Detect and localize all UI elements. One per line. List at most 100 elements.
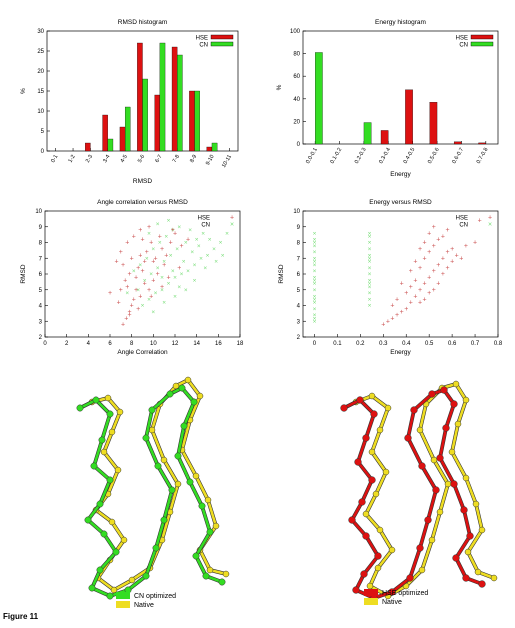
point-3-1-26: × (368, 265, 372, 272)
point-3-1-23: × (368, 284, 372, 291)
point-3-0-34: + (432, 287, 436, 294)
point-3-0-15: + (450, 246, 454, 253)
y-tick-label-1-2: 40 (293, 97, 300, 103)
cn-chain-atom-9 (112, 548, 120, 556)
point-2-1-26: × (171, 227, 175, 234)
structure-legend-label-0-0: CN optimized (134, 593, 176, 600)
x-tick-label-0-5: 5-6 (137, 154, 146, 164)
legend-marker-3-0: + (488, 215, 492, 222)
y-tick-label-2-5: 7 (39, 256, 43, 262)
cn-chain-atom-11 (88, 584, 96, 592)
plot-frame-1 (302, 30, 499, 145)
native-left-atom-3 (108, 428, 116, 436)
y-tick-label-3-3: 5 (297, 288, 301, 294)
point-2-1-43: × (147, 230, 151, 237)
cn-chain-atom-12 (106, 592, 114, 600)
chart-title-1: Energy histogram (375, 19, 426, 26)
point-3-0-9: + (423, 281, 427, 288)
point-2-1-25: × (164, 233, 168, 240)
point-2-0-33: + (151, 259, 155, 266)
point-3-1-33: × (368, 281, 372, 288)
native-left-atom-13 (128, 576, 136, 584)
point-2-1-16: × (175, 246, 179, 253)
bar-0-0-4 (119, 126, 126, 152)
bar-0-0-7 (171, 46, 178, 152)
point-3-0-33: + (427, 230, 431, 237)
chart-title-3: Energy versus RMSD (369, 199, 432, 206)
point-2-0-1: + (124, 315, 128, 322)
point-2-1-27: × (177, 224, 181, 231)
native-right-atom-8 (376, 526, 384, 534)
point-2-0-9: + (134, 287, 138, 294)
point-2-0-16: + (136, 265, 140, 272)
structure-legend-swatch-1-0 (364, 589, 378, 596)
point-3-1-2: × (313, 306, 317, 313)
legend-label-0-1: CN (199, 43, 208, 49)
y-tick-label-1-3: 60 (293, 74, 300, 80)
point-2-1-10: × (206, 252, 210, 259)
point-2-1-31: × (182, 259, 186, 266)
figure-label: Figure 11 (3, 612, 39, 621)
y-tick-label-2-2: 4 (39, 304, 43, 310)
hse-chain-atom-26 (450, 480, 458, 488)
point-3-0-19: + (478, 218, 482, 225)
y-tick-label-3-7: 9 (297, 225, 301, 231)
point-2-1-45: × (167, 218, 171, 225)
bar-0-1-8 (194, 90, 200, 152)
bar-1-0-5 (429, 102, 438, 145)
y-axis-label-1: % (276, 84, 283, 90)
point-2-1-2: × (154, 290, 158, 297)
hse-chain-atom-23 (450, 400, 458, 408)
y-tick-label-3-8: 10 (293, 209, 300, 215)
x-tick-label-2-2: 4 (87, 341, 91, 347)
point-2-0-49: + (114, 259, 118, 266)
hse-chain-atom-31 (478, 580, 486, 588)
hse-chain-atom-16 (424, 516, 432, 524)
hse-chain-atom-28 (466, 532, 474, 540)
point-3-0-42: + (418, 300, 422, 307)
native-right-atom-26 (462, 474, 470, 482)
point-2-0-6: + (108, 290, 112, 297)
point-3-0-6: + (409, 300, 413, 307)
point-2-0-36: + (123, 278, 127, 285)
point-3-0-20: + (413, 278, 417, 285)
point-3-0-4: + (400, 309, 404, 316)
native-left-atom-30 (206, 566, 214, 574)
bar-0-1-7 (177, 54, 183, 152)
point-2-0-39: + (166, 274, 170, 281)
x-tick-label-1-6: 0.6-0.7 (451, 147, 465, 165)
x-tick-label-0-9: 9-10 (205, 154, 216, 167)
point-2-1-33: × (197, 243, 201, 250)
legend-marker-3-1: × (488, 222, 492, 229)
legend-swatch-1-1 (470, 41, 494, 47)
bar-1-0-7 (478, 142, 486, 145)
native-right-atom-29 (464, 548, 472, 556)
point-3-0-30: + (413, 259, 417, 266)
point-2-1-21: × (143, 278, 147, 285)
hse-chain-atom-17 (432, 486, 440, 494)
point-3-0-45: + (459, 255, 463, 262)
hse-chain-atom-5 (368, 476, 376, 484)
point-3-1-5: × (313, 287, 317, 294)
bar-0-0-8 (189, 90, 195, 152)
native-left-atom-23 (196, 392, 204, 400)
point-3-1-16: × (313, 296, 317, 303)
point-3-1-25: × (368, 271, 372, 278)
point-3-1-29: × (368, 246, 372, 253)
x-tick-label-2-5: 10 (150, 341, 157, 347)
point-3-0-21: + (418, 265, 422, 272)
point-3-1-9: × (313, 262, 317, 269)
point-3-1-14: × (313, 230, 317, 237)
point-2-0-25: + (149, 240, 153, 247)
x-tick-label-1-5: 0.5-0.6 (427, 147, 441, 165)
y-tick-label-0-5: 25 (37, 49, 44, 55)
y-axis-label-0: % (20, 88, 27, 94)
point-2-1-19: × (156, 265, 160, 272)
point-3-0-13: + (441, 255, 445, 262)
x-tick-label-3-6: 0.6 (448, 341, 457, 347)
y-tick-label-1-5: 100 (290, 29, 301, 35)
hse-chain-atom-1 (356, 396, 364, 404)
point-2-1-39: × (177, 284, 181, 291)
